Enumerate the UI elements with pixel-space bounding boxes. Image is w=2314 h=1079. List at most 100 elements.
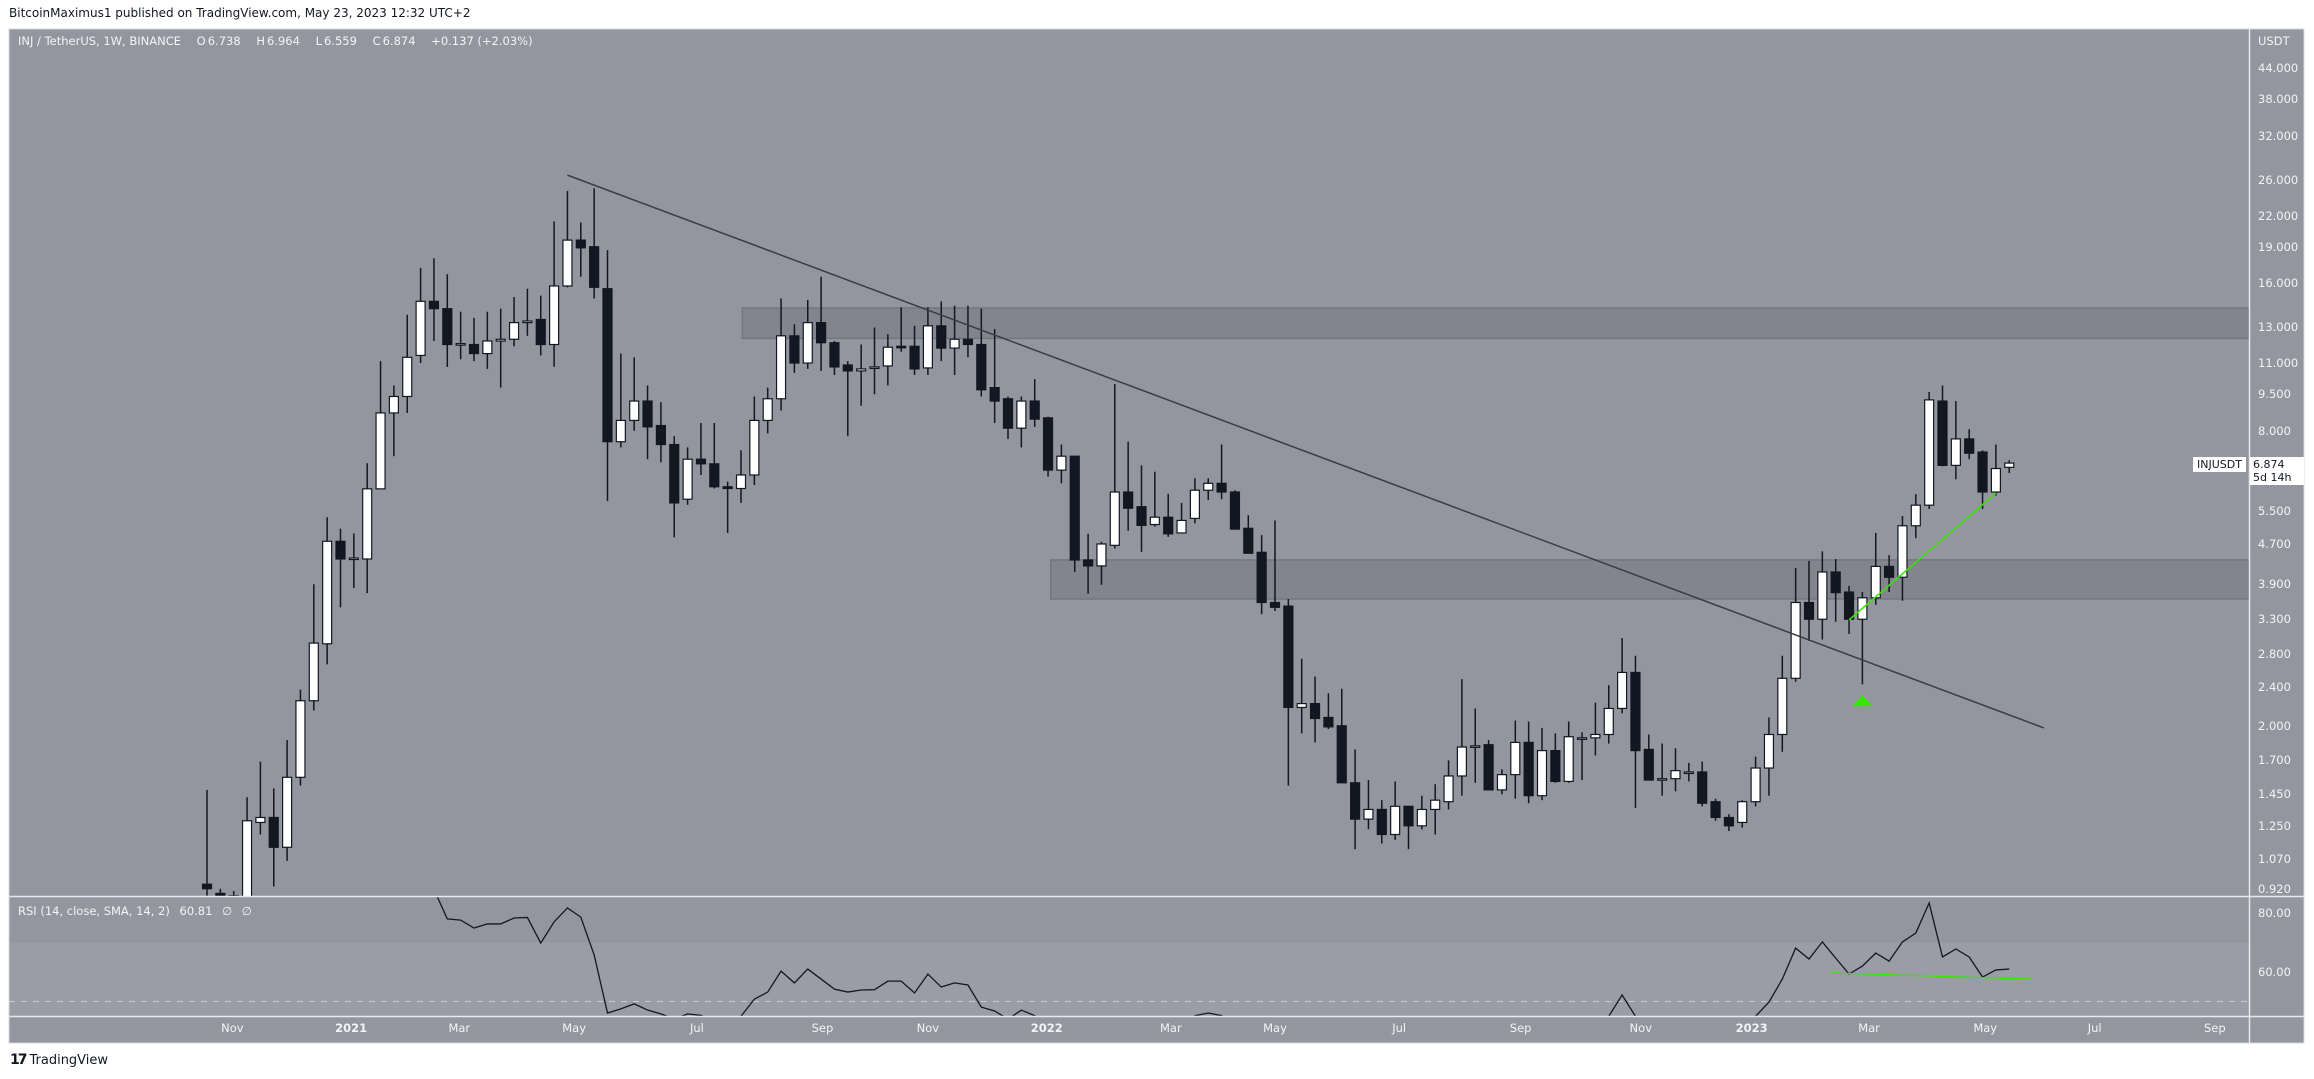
close-label: C [372, 34, 381, 48]
time-axis-tick: Mar [1858, 1021, 1880, 1035]
rsi-layer [436, 897, 2031, 1016]
candle-down [722, 486, 733, 490]
candle-down [535, 318, 546, 346]
candle-down [1723, 816, 1735, 827]
candle-down [602, 288, 613, 443]
rsi-support-trendline [1829, 972, 2031, 980]
price-axis-tick: 9.500 [2258, 387, 2291, 402]
candle-down [655, 424, 667, 446]
candle-up [1777, 677, 1788, 736]
candle-up [1790, 601, 1801, 679]
candle-up [1750, 767, 1761, 803]
price-axis-tick: 19.000 [2258, 239, 2299, 254]
frame-border [8, 28, 2305, 1044]
candle-up [882, 346, 893, 367]
change-value: +0.137 (+2.03%) [431, 34, 533, 48]
time-axis-tick: Jul [689, 1021, 704, 1035]
publisher-line: BitcoinMaximus1 published on TradingView… [9, 6, 471, 20]
time-axis-tick: Jul [2087, 1021, 2102, 1035]
candle-up [482, 340, 493, 355]
descending-resistance-trendline [567, 174, 2045, 729]
candle-down [909, 345, 920, 370]
candle-up [548, 285, 560, 346]
candle-up [2004, 462, 2015, 468]
candle-up [255, 816, 266, 824]
price-axis-tick: 2.400 [2258, 680, 2291, 694]
candle-up [455, 343, 466, 346]
rsi-ma1: ∅ [222, 904, 233, 918]
candle-up [322, 540, 333, 645]
time-axis-tick: Sep [2203, 1021, 2226, 1035]
candle-up [629, 400, 640, 422]
candle-down [1977, 451, 1988, 493]
tradingview-logo[interactable]: 17 TradingView [10, 1052, 108, 1068]
candle-up [1817, 571, 1828, 620]
candle-up [1430, 799, 1441, 811]
price-axis-tick: 0.920 [2258, 882, 2291, 896]
candle-down [1697, 771, 1708, 804]
candle-down [335, 540, 346, 560]
rsi-band [9, 942, 2249, 1016]
time-axis-tick: Nov [916, 1021, 940, 1035]
time-axis-tick: 2021 [335, 1021, 368, 1035]
candle-up [1603, 707, 1614, 736]
tradingview-logo-text: TradingView [29, 1052, 109, 1068]
chart-frame[interactable] [9, 29, 2304, 1043]
rsi-axis-tick: 80.00 [2258, 906, 2291, 920]
candle-down [1256, 551, 1267, 604]
candle-down [1082, 559, 1094, 567]
candle-down [789, 335, 800, 364]
candle-down [989, 387, 1000, 402]
candle-up [1657, 778, 1668, 781]
candle-up [1590, 733, 1601, 739]
candle-down [1550, 749, 1561, 783]
candle-down [1883, 565, 1895, 578]
candle-down [1069, 455, 1080, 561]
price-axis-tick: 16.000 [2258, 276, 2299, 291]
rsi-legend: RSI (14, close, SMA, 14, 2) 60.81 ∅ ∅ [18, 904, 258, 918]
candle-up [1203, 482, 1214, 491]
candle-up [1897, 525, 1908, 578]
candle-up [682, 458, 693, 500]
high-value: 6.964 [266, 34, 300, 48]
candle-up [1910, 504, 1921, 527]
rsi-line [436, 897, 2010, 1016]
bullish-triangle-marker [1852, 695, 1873, 707]
candle-up [1990, 467, 2002, 493]
last-price-value: 6.874 [2253, 458, 2285, 471]
candle-up [415, 300, 426, 357]
candle-down [1630, 671, 1641, 752]
candle-down [1964, 438, 1975, 454]
candle-down [1283, 605, 1294, 709]
candle-down [1336, 725, 1347, 784]
candle-down [442, 308, 453, 346]
time-axis-tick: May [1973, 1021, 1998, 1035]
candle-down [842, 364, 853, 372]
time-axis-tick: Mar [448, 1021, 471, 1035]
candle-down [1136, 506, 1147, 526]
candle-up [1683, 771, 1694, 775]
rsi-value: 60.81 [179, 904, 213, 918]
candle-up [1149, 516, 1160, 526]
candle-up [856, 368, 867, 372]
price-axis-tick: 11.000 [2258, 356, 2299, 371]
candle-down [829, 342, 840, 368]
candle-down [1216, 482, 1227, 493]
candle-up [308, 642, 319, 702]
candle-up [562, 239, 573, 287]
candle-down [936, 325, 947, 349]
candle-up [1496, 774, 1508, 791]
candle-down [695, 458, 707, 465]
candle-down [428, 300, 440, 310]
close-value: 6.874 [382, 34, 416, 48]
candle-down [1376, 808, 1387, 836]
candle-up [508, 322, 520, 340]
candle-down [1042, 417, 1054, 471]
time-axis-tick: Jul [1392, 1021, 1407, 1035]
time-axis-tick: Mar [1160, 1021, 1182, 1035]
candle-up [802, 322, 813, 364]
candle-down [201, 883, 213, 890]
candle-up [1950, 438, 1961, 466]
candle-up [1870, 565, 1881, 599]
